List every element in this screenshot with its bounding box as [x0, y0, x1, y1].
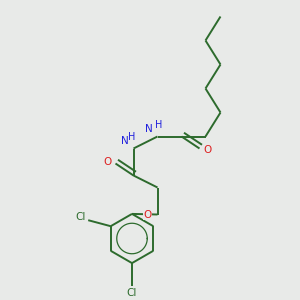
Text: O: O: [204, 145, 212, 155]
Text: N: N: [121, 136, 129, 146]
Text: Cl: Cl: [75, 212, 85, 222]
Text: O: O: [143, 209, 152, 220]
Text: O: O: [103, 157, 111, 167]
Text: Cl: Cl: [127, 288, 137, 298]
Text: H: H: [128, 132, 136, 142]
Text: N: N: [145, 124, 153, 134]
Text: H: H: [155, 120, 163, 130]
